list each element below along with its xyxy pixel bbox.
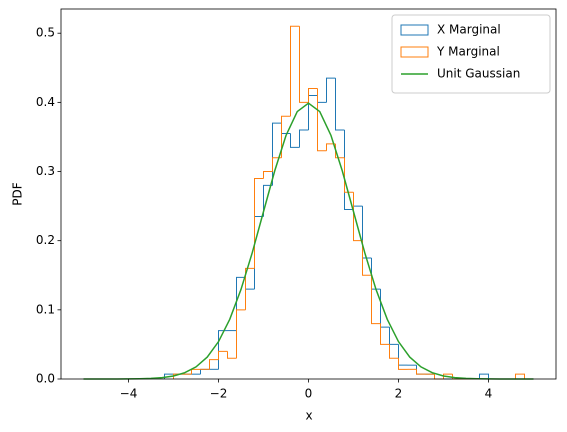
y-tick-label: 0.3 <box>36 164 55 178</box>
histogram-step <box>245 267 255 310</box>
histogram-step <box>299 129 309 148</box>
y-tick-label: 0.4 <box>36 95 55 109</box>
legend-swatch <box>400 46 429 58</box>
histogram-step <box>326 77 336 103</box>
histogram-step <box>371 275 381 325</box>
histogram-step <box>389 327 399 345</box>
histogram-step <box>353 192 363 242</box>
histogram-step <box>263 171 273 179</box>
histogram-step <box>515 373 525 379</box>
histogram-step <box>191 368 201 375</box>
histogram-step <box>416 369 426 375</box>
x-axis-label: x <box>305 409 312 423</box>
histogram-step <box>218 350 228 360</box>
y-tick-label: 0.5 <box>36 26 55 40</box>
histogram-step <box>344 157 354 193</box>
histogram-step <box>389 344 399 359</box>
histogram-step <box>479 373 489 379</box>
histogram-step <box>362 240 372 276</box>
histogram-step <box>380 323 390 345</box>
legend-label: Y Marginal <box>436 45 500 59</box>
histogram-step <box>290 133 300 148</box>
histogram-step <box>317 88 327 152</box>
x-tick-label: 2 <box>395 387 403 401</box>
histogram-step <box>344 130 354 211</box>
histogram-step <box>281 115 291 158</box>
legend-label: Unit Gaussian <box>437 67 520 81</box>
legend-swatch <box>400 24 429 36</box>
histogram-step <box>227 351 237 359</box>
histogram-step <box>299 26 309 103</box>
histogram-step <box>353 205 363 210</box>
histogram-step <box>335 78 345 131</box>
x-tick-label: 4 <box>485 387 493 401</box>
histogram-step <box>263 184 273 217</box>
histogram-step <box>245 277 255 290</box>
histogram-step <box>443 373 453 379</box>
histogram-step <box>254 177 264 269</box>
legend-label: X Marginal <box>437 23 501 37</box>
legend-box <box>391 14 551 94</box>
x-tick-label: −2 <box>210 387 228 401</box>
histogram-step <box>218 330 228 370</box>
histogram-step <box>317 95 327 103</box>
histogram-step <box>398 358 408 370</box>
histogram-step <box>326 143 336 151</box>
y-axis-label: PDF <box>11 182 25 205</box>
histogram-step <box>200 368 210 375</box>
y-tick-label: 0.0 <box>36 372 55 386</box>
histogram-step <box>308 88 318 103</box>
gaussian-line <box>83 102 534 380</box>
histogram-step <box>236 276 246 331</box>
x-tick-label: −4 <box>120 387 138 401</box>
histogram-step <box>209 359 219 370</box>
histogram-step <box>236 309 246 359</box>
y-tick-label: 0.1 <box>36 302 55 316</box>
histogram-step <box>290 25 300 117</box>
histogram-step <box>308 94 318 131</box>
histogram-step <box>371 257 381 290</box>
x-tick-label: 0 <box>305 387 313 401</box>
y-tick-label: 0.2 <box>36 233 55 247</box>
